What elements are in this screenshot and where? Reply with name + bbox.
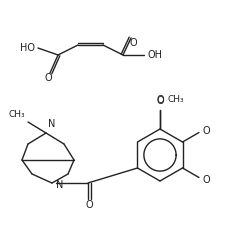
Text: O: O (203, 126, 211, 136)
Text: N: N (48, 119, 55, 129)
Text: O: O (156, 96, 164, 106)
Text: O: O (203, 175, 211, 185)
Text: N: N (56, 180, 63, 190)
Text: O: O (156, 95, 164, 105)
Text: O: O (44, 73, 52, 83)
Text: CH₃: CH₃ (168, 95, 185, 104)
Text: O: O (129, 38, 137, 48)
Text: HO: HO (20, 43, 35, 53)
Text: OH: OH (147, 50, 162, 60)
Text: O: O (85, 200, 93, 210)
Text: CH₃: CH₃ (8, 110, 25, 119)
